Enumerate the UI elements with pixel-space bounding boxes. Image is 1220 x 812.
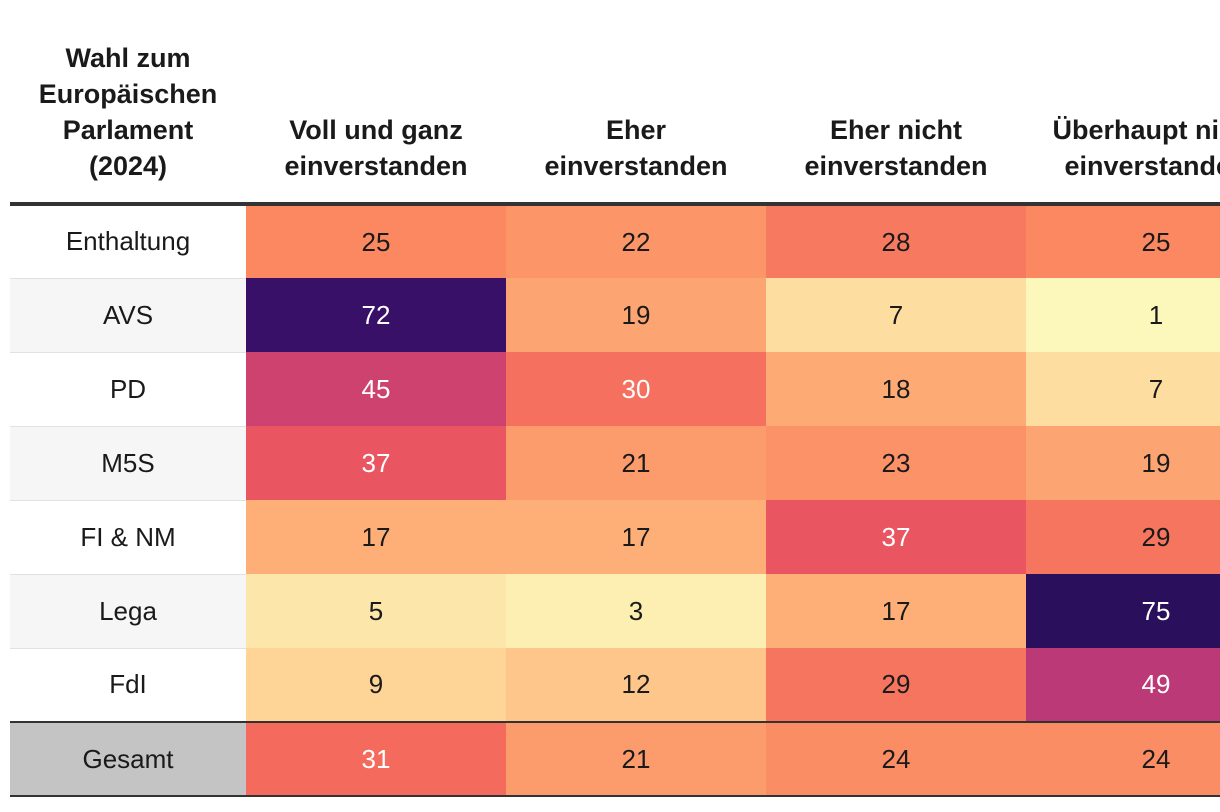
column-header: Eher einverstanden [506,40,766,204]
row-label: M5S [10,426,246,501]
heatmap-cell: 28 [766,204,1026,278]
heatmap-cell: 9 [246,648,506,722]
table-row: Enthaltung 25 22 28 25 [10,204,1220,279]
row-label: Gesamt [10,722,246,796]
table-row: FdI 9 12 29 49 [10,648,1220,723]
heatmap-cell: 19 [1026,426,1220,500]
heatmap-cell: 49 [1026,648,1220,722]
heatmap-cell: 7 [766,278,1026,352]
heatmap-cell: 37 [766,500,1026,574]
heatmap-cell: 72 [246,278,506,352]
heatmap-cell: 24 [1026,722,1220,796]
table-row: M5S 37 21 23 19 [10,426,1220,501]
heatmap-cell: 1 [1026,278,1220,352]
heatmap-cell: 22 [506,204,766,278]
heatmap-cell: 25 [1026,204,1220,278]
heatmap-cell: 24 [766,722,1026,796]
heatmap-cell: 29 [766,648,1026,722]
heatmap-cell: 17 [506,500,766,574]
row-label: AVS [10,278,246,353]
heatmap-cell: 37 [246,426,506,500]
table-row: FI & NM 17 17 37 29 [10,500,1220,575]
heatmap-cell: 18 [766,352,1026,426]
heatmap-cell: 29 [1026,500,1220,574]
heatmap-cell: 19 [506,278,766,352]
header-row: Wahl zum Europäischen Parlament (2024) V… [10,40,1220,204]
row-label: FdI [10,648,246,723]
row-label: PD [10,352,246,427]
heatmap-cell: 17 [246,500,506,574]
row-label: Lega [10,574,246,649]
row-label: FI & NM [10,500,246,575]
column-header: Eher nicht einverstanden [766,40,1026,204]
heatmap-cell: 5 [246,574,506,648]
total-row: Gesamt 31 21 24 24 [10,722,1220,796]
heatmap-cell: 7 [1026,352,1220,426]
heatmap-cell: 21 [506,426,766,500]
table-row: Lega 5 3 17 75 [10,574,1220,649]
table-row: PD 45 30 18 7 [10,352,1220,427]
column-header-label: Überhaupt nicht einverstanden [1052,115,1220,181]
table-body: Enthaltung 25 22 28 25 AVS 72 19 7 1 PD 45 30 18 7 M5S 3… [10,204,1220,796]
heatmap-cell: 3 [506,574,766,648]
column-header: Überhaupt nicht einverstanden [1026,40,1220,204]
heatmap-cell: 23 [766,426,1026,500]
heatmap-cell: 45 [246,352,506,426]
heatmap-cell: 21 [506,722,766,796]
column-header: Voll und ganz einverstanden [246,40,506,204]
heatmap-table-container: Wahl zum Europäischen Parlament (2024) V… [10,40,1220,812]
heatmap-cell: 75 [1026,574,1220,648]
table-row: AVS 72 19 7 1 [10,278,1220,353]
row-header-label: Wahl zum Europäischen Parlament (2024) [38,43,218,181]
heatmap-cell: 31 [246,722,506,796]
row-header: Wahl zum Europäischen Parlament (2024) [10,40,246,204]
column-header-label: Voll und ganz einverstanden [284,115,468,181]
row-label: Enthaltung [10,204,246,279]
heatmap-table: Wahl zum Europäischen Parlament (2024) V… [10,40,1220,797]
column-header-label: Eher nicht einverstanden [804,115,988,181]
heatmap-cell: 12 [506,648,766,722]
heatmap-cell: 25 [246,204,506,278]
heatmap-cell: 17 [766,574,1026,648]
column-header-label: Eher einverstanden [544,115,728,181]
heatmap-cell: 30 [506,352,766,426]
